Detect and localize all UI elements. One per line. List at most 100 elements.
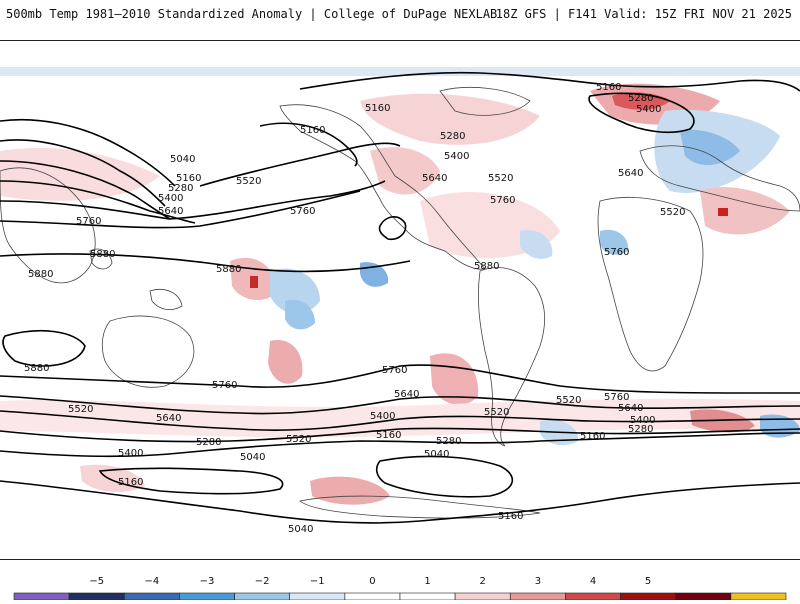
contour-label: 5520 xyxy=(236,176,261,187)
island-outline xyxy=(149,289,183,311)
contour-5040-closed-west xyxy=(98,467,284,495)
legend-swatch xyxy=(289,592,346,601)
legend-tick-label: −1 xyxy=(310,576,325,587)
contour-label: 5400 xyxy=(630,415,655,426)
legend-swatch xyxy=(179,592,235,601)
greenland-outline xyxy=(439,86,531,116)
contour-5400-south xyxy=(0,427,800,443)
legend-tick-label: 4 xyxy=(590,576,596,587)
contour-label: 5160 xyxy=(376,430,401,441)
contour-5160-north xyxy=(299,71,800,92)
contour-label: 5400 xyxy=(158,193,183,204)
contour-label: 5160 xyxy=(300,125,325,136)
contour-5280-asia xyxy=(0,160,171,220)
contour-label: 5640 xyxy=(156,413,181,424)
model-run-info: 18Z GFS | F141 Valid: 15Z FRI NOV 21 202… xyxy=(495,7,792,21)
contour-label: 5160 xyxy=(596,82,621,93)
legend-tick-label: −3 xyxy=(200,576,215,587)
warm-anomaly xyxy=(360,93,540,145)
legend-swatch xyxy=(675,592,732,601)
contour-label: 5280 xyxy=(436,436,461,447)
contour-label: 5400 xyxy=(370,411,395,422)
contour-label: 5880 xyxy=(216,264,241,275)
legend-swatch xyxy=(344,592,401,601)
north-america-outline xyxy=(279,104,486,270)
contour-5640-south xyxy=(0,395,800,415)
contour-label: 5280 xyxy=(628,424,653,435)
contour-5160-pacific xyxy=(259,122,358,167)
warm-anomaly xyxy=(370,147,440,195)
contour-5160-southmost xyxy=(0,480,800,524)
legend-swatch xyxy=(234,592,291,601)
contour-label: 5040 xyxy=(288,524,313,535)
contour-label: 5880 xyxy=(474,261,499,272)
contour-label: 5760 xyxy=(382,365,407,376)
contour-label: 5760 xyxy=(76,216,101,227)
contour-label: 5520 xyxy=(484,407,509,418)
legend-tick-label: 0 xyxy=(369,576,375,587)
contour-5640-pacific xyxy=(0,180,386,220)
legend-tick-label: 5 xyxy=(645,576,651,587)
legend-ticks: −5 −4 −3 −2 −1 0 1 2 3 4 5 xyxy=(89,576,651,587)
contour-label: 5880 xyxy=(24,363,49,374)
legend-swatch xyxy=(730,592,787,601)
contour-label: 5160 xyxy=(498,511,523,522)
contour-label: 5520 xyxy=(488,173,513,184)
contour-5280-closed xyxy=(588,92,695,134)
contour-label: 5520 xyxy=(68,404,93,415)
legend-swatch xyxy=(68,592,125,601)
contour-5400-asia xyxy=(0,180,196,224)
contour-label: 5040 xyxy=(424,449,449,460)
contour-label: 5880 xyxy=(28,269,53,280)
contour-label: 5880 xyxy=(90,249,115,260)
legend-tick-label: −5 xyxy=(89,576,104,587)
warm-anomaly xyxy=(0,398,800,438)
cold-anomaly xyxy=(520,230,553,259)
legend-tick-label: −2 xyxy=(255,576,270,587)
contour-5040-closed-east xyxy=(375,455,514,498)
cold-anomaly xyxy=(270,268,320,314)
contour-label: 5640 xyxy=(394,389,419,400)
legend-swatch xyxy=(124,592,180,601)
arctic-cold-band xyxy=(0,67,800,76)
contour-label: 5400 xyxy=(118,448,143,459)
contour-label: 5160 xyxy=(176,173,201,184)
header: 500mb Temp 1981–2010 Standardized Anomal… xyxy=(0,0,800,28)
antarctica-outline xyxy=(299,495,541,519)
warm-anomaly xyxy=(700,187,790,235)
legend-swatch xyxy=(454,592,511,601)
contour-labels: 5160 5280 5400 5160 5160 5280 5400 5640 … xyxy=(24,82,685,535)
contour-5280-south xyxy=(0,432,800,458)
map-svg: 5160 5280 5400 5160 5160 5280 5400 5640 … xyxy=(0,67,800,535)
contour-label: 5040 xyxy=(170,154,195,165)
contour-label: 5640 xyxy=(158,206,183,217)
warm-anomaly xyxy=(250,276,258,288)
contour-label: 5160 xyxy=(118,477,143,488)
south-america-outline xyxy=(477,267,545,447)
contour-label: 5280 xyxy=(168,183,193,194)
contour-5520-south xyxy=(0,410,800,431)
legend-swatch xyxy=(13,592,70,601)
contour-label: 5640 xyxy=(422,173,447,184)
legend-svg: −5 −4 −3 −2 −1 0 1 2 3 4 5 xyxy=(13,576,787,601)
australia-outline xyxy=(101,315,195,388)
contour-label: 5640 xyxy=(618,168,643,179)
coastlines xyxy=(0,86,800,519)
legend-bar xyxy=(13,592,787,601)
contour-label: 5160 xyxy=(580,431,605,442)
legend-tick-label: 3 xyxy=(535,576,541,587)
height-contours xyxy=(0,71,800,524)
legend-swatch xyxy=(620,592,676,601)
contour-label: 5520 xyxy=(286,434,311,445)
legend-tick-label: −4 xyxy=(145,576,160,587)
contour-5880-north xyxy=(0,253,411,273)
map-title: 500mb Temp 1981–2010 Standardized Anomal… xyxy=(6,7,498,21)
legend-swatch xyxy=(565,592,621,601)
legend-swatch xyxy=(399,592,456,601)
island-outline xyxy=(89,248,113,270)
warm-anomaly xyxy=(718,208,728,216)
cold-anomaly xyxy=(760,414,800,438)
contour-5520-pacific xyxy=(199,142,401,187)
contour-low-closed xyxy=(378,216,407,241)
contour-label: 5760 xyxy=(490,195,515,206)
